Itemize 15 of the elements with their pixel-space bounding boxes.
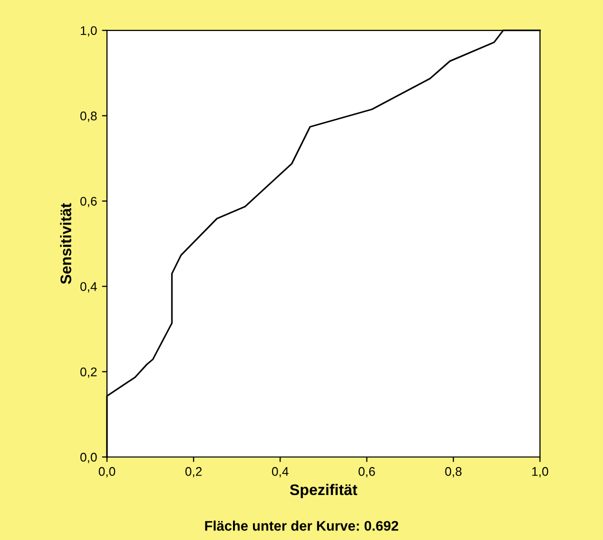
y-tick-label: 0,0 bbox=[80, 452, 97, 464]
y-tick-label: 1,0 bbox=[80, 26, 97, 37]
x-tick-label: 0,6 bbox=[358, 467, 375, 478]
x-tick-label: 1,0 bbox=[532, 467, 548, 478]
x-tick-label: 0,4 bbox=[272, 467, 288, 478]
text: Fläche unter der Kurve: 0.692 bbox=[205, 520, 398, 531]
x-tick-label: 0,8 bbox=[445, 467, 462, 478]
x-tick-label: 0,0 bbox=[98, 467, 116, 478]
y-tick-label: 0,2 bbox=[80, 367, 97, 378]
y-tick-label: 0,6 bbox=[80, 196, 97, 208]
x-tick-label: 0,2 bbox=[185, 467, 202, 478]
x-axis-title: Spezifität bbox=[290, 484, 358, 498]
y-tick-label: 0,4 bbox=[80, 282, 97, 292]
y-axis-title: Sensitivität bbox=[60, 203, 72, 284]
y-tick-label: 0,8 bbox=[80, 112, 97, 122]
